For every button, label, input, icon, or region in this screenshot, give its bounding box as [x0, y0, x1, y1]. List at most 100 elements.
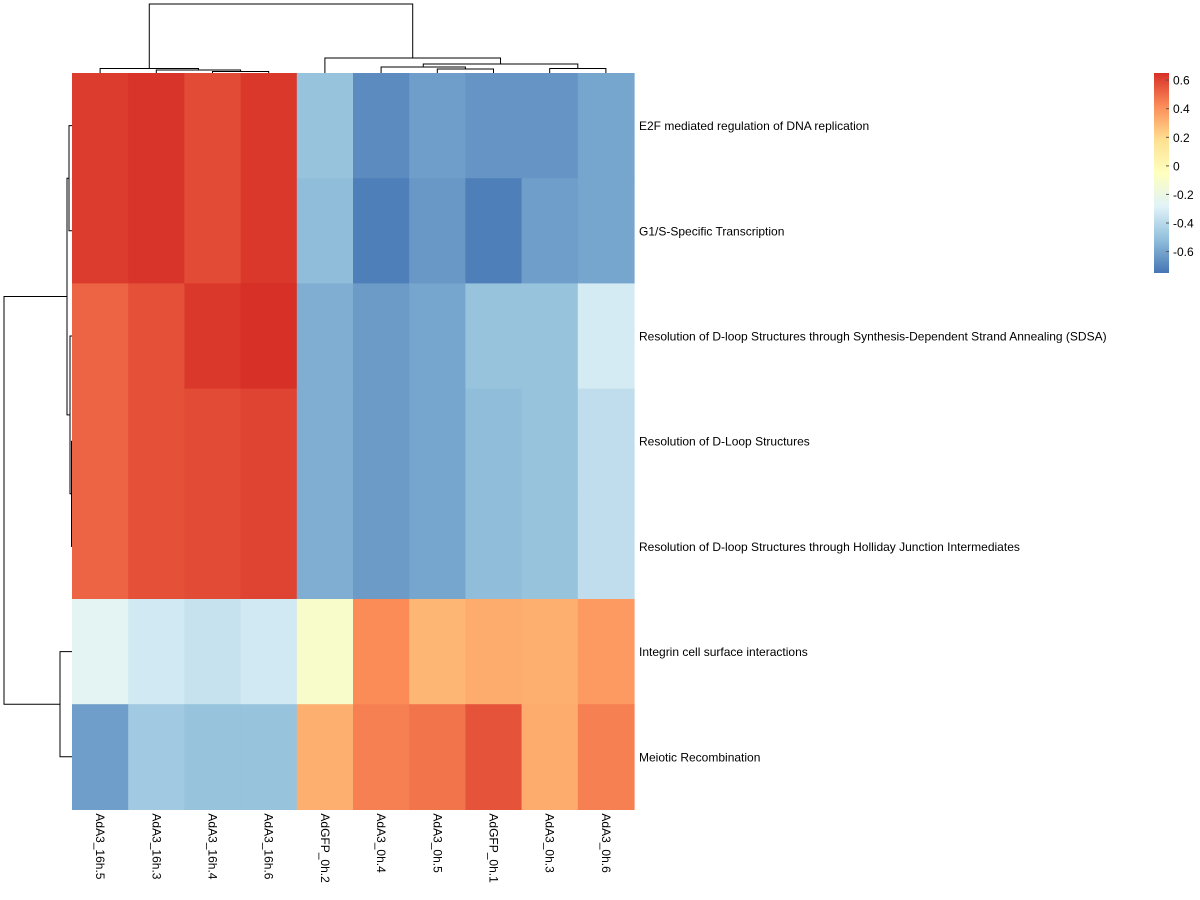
heatmap-cell: [353, 704, 410, 810]
heatmap-cell: [296, 73, 354, 179]
legend-tick-label: -0.2: [1173, 188, 1194, 202]
heatmap-cell: [465, 73, 523, 179]
color-legend: 0.6 0.4 0.2 0 -0.2 -0.4 -0.6: [1154, 73, 1194, 273]
heatmap-cells: [72, 73, 635, 810]
dendrogram-branch: [422, 63, 579, 69]
heatmap-cell: [240, 704, 298, 810]
dendrogram-branch: [549, 68, 607, 73]
heatmap-cell: [577, 493, 635, 600]
heatmap-cell: [296, 599, 354, 705]
heatmap-cell: [521, 493, 579, 600]
heatmap-cell: [465, 283, 523, 390]
heatmap-cell: [184, 73, 242, 179]
heatmap-cell: [409, 283, 466, 390]
legend-tick-label: -0.6: [1173, 245, 1194, 259]
row-label: G1/S-Specific Transcription: [639, 224, 784, 238]
heatmap-cell: [409, 388, 466, 495]
heatmap-cell: [72, 493, 129, 600]
row-labels: E2F mediated regulation of DNA replicati…: [639, 119, 1107, 764]
heatmap-cell: [184, 493, 242, 600]
heatmap-cell: [240, 388, 298, 495]
row-label: Resolution of D-loop Structures through …: [639, 540, 1020, 554]
heatmap-cell: [465, 388, 523, 495]
heatmap-cell: [72, 599, 129, 705]
heatmap-cell: [521, 388, 579, 495]
column-label: AdA3_0h.6: [599, 813, 613, 873]
column-label: AdGFP_0h.2: [318, 813, 332, 883]
heatmap-cell: [128, 178, 185, 284]
legend-tick-label: 0.6: [1173, 74, 1190, 88]
heatmap-cell: [296, 388, 354, 495]
legend-tick-label: 0.2: [1173, 131, 1190, 145]
heatmap-cell: [128, 283, 185, 390]
heatmap-cell: [240, 493, 298, 600]
legend-tick-label: 0: [1173, 159, 1180, 173]
column-label: AdA3_0h.4: [374, 813, 388, 873]
heatmap-cell: [353, 388, 410, 495]
heatmap-cell: [521, 178, 579, 284]
heatmap-cell: [577, 388, 635, 495]
heatmap-cell: [240, 283, 298, 390]
legend-tick-label: 0.4: [1173, 102, 1190, 116]
heatmap-cell: [521, 599, 579, 705]
heatmap-cell: [521, 704, 579, 810]
row-label: Integrin cell surface interactions: [639, 645, 808, 659]
column-label: AdA3_16h.3: [149, 813, 163, 879]
dendrogram-branch: [436, 68, 494, 73]
heatmap-cell: [521, 73, 579, 179]
column-dendrogram: [99, 3, 607, 73]
dendrogram-branch: [99, 68, 199, 73]
heatmap-cell: [296, 283, 354, 390]
column-label: AdA3_0h.3: [543, 813, 557, 873]
dendrogram-branch: [59, 651, 72, 758]
legend-ticks: 0.6 0.4 0.2 0 -0.2 -0.4 -0.6: [1166, 74, 1194, 259]
heatmap-cell: [296, 704, 354, 810]
dendrogram-branch: [148, 3, 414, 69]
dendrogram-branch: [71, 440, 72, 547]
heatmap-cell: [577, 178, 635, 284]
row-label: E2F mediated regulation of DNA replicati…: [639, 119, 869, 133]
column-label: AdA3_0h.5: [430, 813, 444, 873]
row-dendrogram: [3, 125, 72, 758]
heatmap-cell: [128, 73, 185, 179]
heatmap-cell: [577, 704, 635, 810]
heatmap-cell: [409, 73, 466, 179]
heatmap-cell: [521, 283, 579, 390]
heatmap-cell: [353, 73, 410, 179]
heatmap-cell: [72, 388, 129, 495]
heatmap-cell: [128, 493, 185, 600]
heatmap-cell: [409, 493, 466, 600]
heatmap-cell: [353, 599, 410, 705]
heatmap-cell: [128, 599, 185, 705]
column-label: AdA3_16h.5: [93, 813, 107, 879]
column-label: AdA3_16h.4: [206, 813, 220, 879]
heatmap-cell: [72, 178, 129, 284]
dendrogram-branch: [3, 296, 67, 705]
row-label: Resolution of D-loop Structures through …: [639, 330, 1107, 344]
dendrogram-branch: [324, 57, 502, 73]
heatmap-cell: [296, 178, 354, 284]
heatmap-cell: [240, 599, 298, 705]
heatmap-cell: [184, 388, 242, 495]
heatmap-cell: [577, 599, 635, 705]
heatmap-cell: [465, 178, 523, 284]
heatmap-cell: [353, 283, 410, 390]
heatmap-cell: [465, 493, 523, 600]
heatmap-cell: [577, 73, 635, 179]
legend-color-bar: [1154, 73, 1169, 273]
heatmap-cell: [465, 599, 523, 705]
dendrogram-branch: [212, 71, 270, 73]
dendrogram-branch: [68, 125, 72, 232]
legend-tick-label: -0.4: [1173, 217, 1194, 231]
heatmap-cell: [184, 599, 242, 705]
dendrogram-branch: [380, 66, 466, 73]
heatmap-cell: [128, 388, 185, 495]
heatmap-cell: [240, 178, 298, 284]
column-label: AdA3_16h.6: [262, 813, 276, 879]
heatmap-cell: [184, 283, 242, 390]
row-label: Resolution of D-Loop Structures: [639, 435, 810, 449]
heatmap-cell: [577, 283, 635, 390]
heatmap-cell: [409, 704, 466, 810]
heatmap-cell: [353, 493, 410, 600]
